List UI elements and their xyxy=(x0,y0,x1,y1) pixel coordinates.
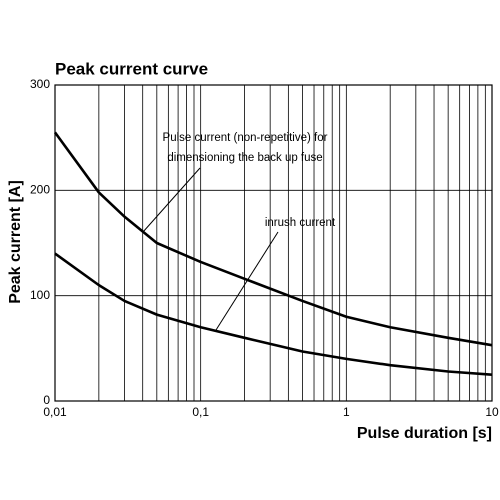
y-tick-label: 300 xyxy=(30,77,50,91)
y-tick-label: 100 xyxy=(30,288,50,302)
annotation-text: Pulse current (non-repetitive) for xyxy=(163,132,328,144)
x-tick-label: 10 xyxy=(485,405,499,419)
x-axis-label: Pulse duration [s] xyxy=(357,425,492,442)
x-tick-label: 1 xyxy=(343,405,350,419)
annotation-leader xyxy=(215,231,279,331)
x-tick-label: 0,1 xyxy=(192,405,209,419)
plot-frame xyxy=(54,84,493,402)
curve xyxy=(54,252,493,376)
annotation-text: dimensioning the back up fuse xyxy=(167,152,322,164)
annotation-text: inrush current xyxy=(265,217,336,229)
chart-title: Peak current curve xyxy=(55,59,208,78)
curve xyxy=(53,131,493,347)
x-tick-label: 0,01 xyxy=(43,405,67,419)
annotation-leader xyxy=(142,167,201,233)
y-tick-label: 0 xyxy=(43,393,50,407)
y-tick-label: 200 xyxy=(30,183,50,197)
y-axis-label: Peak current [A] xyxy=(7,180,24,304)
